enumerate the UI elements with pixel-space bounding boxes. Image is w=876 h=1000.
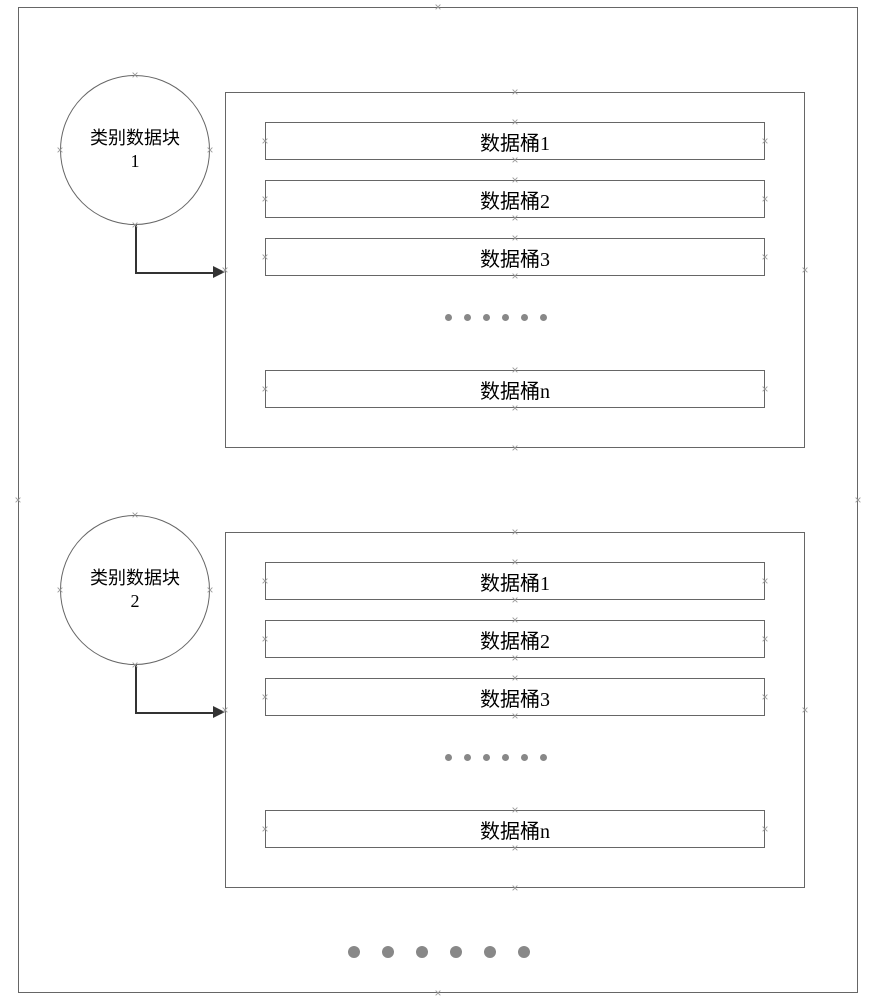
circle-label-2-num: 2	[131, 590, 140, 613]
circle-label-1: 类别数据块	[90, 127, 180, 150]
category-block-1-circle: 类别数据块 1	[60, 75, 210, 225]
circle-label-1-num: 1	[131, 150, 140, 173]
circle-label-2: 类别数据块	[90, 567, 180, 590]
bottom-dots	[348, 946, 530, 958]
inner-dots-1	[445, 314, 547, 321]
inner-dots-2	[445, 754, 547, 761]
category-block-2-circle: 类别数据块 2	[60, 515, 210, 665]
